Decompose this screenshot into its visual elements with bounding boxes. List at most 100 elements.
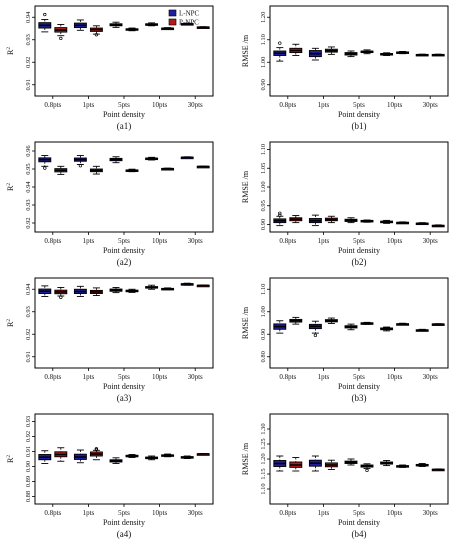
box-p-npc-0.8pts (289, 316, 303, 325)
y-axis-label-sup: 2 (6, 455, 12, 458)
y-tick-label: 0.92 (25, 57, 32, 68)
y-axis-label-main: RMSE /m (241, 442, 250, 475)
x-axis-label: Point density (103, 382, 145, 391)
box-l-npc-1pts (73, 155, 87, 168)
y-tick-label: 0.91 (25, 79, 32, 90)
x-tick-label: 30pts (423, 373, 438, 381)
box-l-npc-5pts (344, 50, 358, 58)
outlier-point (278, 213, 282, 217)
box-p-npc-30pts (431, 224, 445, 228)
box-p-npc-5pts (125, 288, 139, 293)
panel-caption: (b2) (352, 257, 367, 267)
y-tick-label: 0.91 (25, 446, 32, 457)
box-p-npc-1pts (324, 317, 338, 324)
y-tick-label: 0.95 (25, 163, 32, 174)
box-l-npc-0.8pts (273, 41, 287, 62)
box-l-npc-30pts (180, 282, 194, 286)
x-tick-label: 30pts (188, 237, 203, 245)
box-l-npc-30pts (415, 328, 429, 332)
x-tick-label: 10pts (387, 373, 402, 381)
y-tick-label: 0.93 (25, 306, 32, 317)
box-l-npc-5pts (344, 458, 358, 466)
box-p-npc-5pts (360, 463, 374, 473)
box-p-npc-1pts (324, 459, 338, 470)
y-axis-label-main: R (6, 185, 15, 191)
y-axis-label-main: R (6, 457, 15, 463)
box-p-npc-1pts (89, 287, 103, 296)
box-p-npc-0.8pts (54, 165, 68, 175)
box-l-npc-1pts (308, 455, 322, 472)
x-tick-label: 5pts (353, 237, 365, 245)
panel-caption: (a2) (117, 257, 132, 267)
box-p-npc-10pts (161, 453, 175, 458)
x-tick-label: 5pts (118, 373, 130, 381)
panel-b2: 0.90 0.95 1.00 1.05 1.10 RMSE /m 0.8pts 1pts 5pt… (241, 141, 449, 267)
y-tick-label: 1.10 (260, 483, 267, 494)
panel-caption: (a1) (117, 121, 132, 131)
panel-caption: (b3) (352, 393, 367, 403)
box-p-npc-0.8pts (289, 215, 303, 224)
y-tick-label: 0.94 (25, 181, 32, 193)
box-l-npc-10pts (380, 219, 394, 224)
y-tick-label: 1.15 (260, 468, 267, 479)
x-tick-label: 1pts (318, 373, 330, 381)
y-axis-label: R2 (6, 455, 15, 463)
box-p-npc-30pts (431, 323, 445, 326)
x-tick-label: 30pts (188, 373, 203, 381)
y-axis-label: RMSE /m (241, 170, 250, 203)
box-l-npc-30pts (180, 156, 194, 160)
y-tick-label: 1.00 (260, 181, 267, 192)
box-l-npc-1pts (73, 285, 87, 297)
box-p-npc-1pts (89, 447, 103, 461)
x-tick-label: 5pts (118, 509, 130, 517)
panel-a3: 0.91 0.92 0.93 0.94 R2 0.8pts 1pts 5pts 10pts 30p… (6, 277, 214, 403)
x-tick-label: 1pts (83, 237, 95, 245)
y-tick-label: 0.90 (260, 79, 267, 90)
x-tick-label: 10pts (387, 101, 402, 109)
plot-frame (269, 277, 449, 369)
panel-a4: 0.88 0.89 0.90 0.91 0.92 0.93 R2 0.8pts 1pts 5pts… (6, 413, 214, 539)
y-tick-label: 1.05 (260, 163, 267, 174)
panel-a2: 0.92 0.93 0.94 0.95 0.96 R2 0.8pts 1pts 5pts 10pt… (6, 141, 214, 267)
y-axis-label-main: RMSE /m (241, 34, 250, 67)
y-tick-label: 0.92 (25, 431, 32, 442)
box-p-npc-0.8pts (54, 24, 68, 41)
panel-a1: 0.91 0.92 0.93 0.94 R2 0.8pts 1pts 5pts 10pts 30p… (6, 5, 214, 131)
outlier-point (278, 211, 282, 215)
y-tick-label: 0.93 (25, 199, 32, 210)
x-tick-label: 0.8pts (279, 509, 296, 517)
y-axis-label-main: R (6, 321, 15, 327)
box-p-npc-10pts (396, 221, 410, 225)
box-l-npc-5pts (109, 287, 123, 294)
box-p-npc-10pts (396, 464, 410, 468)
box-p-npc-30pts (196, 284, 210, 288)
y-tick-label: 1.10 (260, 284, 267, 295)
box-l-npc-10pts (145, 156, 159, 161)
x-axis-label: Point density (338, 246, 380, 255)
x-tick-label: 30pts (188, 509, 203, 517)
x-tick-label: 0.8pts (279, 237, 296, 245)
panel-caption: (a4) (117, 529, 132, 539)
box-l-npc-30pts (415, 463, 429, 467)
box-l-npc-10pts (145, 22, 159, 27)
y-tick-label: 1.00 (260, 57, 267, 68)
x-tick-label: 0.8pts (44, 237, 61, 245)
box-l-npc-10pts (145, 455, 159, 461)
x-tick-label: 1pts (318, 509, 330, 517)
box-p-npc-0.8pts (54, 287, 68, 300)
box-p-npc-30pts (196, 26, 210, 29)
box-p-npc-1pts (89, 165, 103, 175)
box-l-npc-1pts (308, 214, 322, 227)
x-tick-label: 0.8pts (279, 373, 296, 381)
x-tick-label: 0.8pts (44, 101, 61, 109)
box-l-npc-30pts (180, 22, 194, 26)
box-p-npc-1pts (324, 46, 338, 55)
x-tick-label: 0.8pts (279, 101, 296, 109)
x-tick-label: 30pts (423, 237, 438, 245)
x-tick-label: 1pts (83, 101, 95, 109)
box-p-npc-5pts (360, 321, 374, 325)
legend-swatch (168, 18, 177, 26)
x-tick-label: 10pts (387, 237, 402, 245)
x-axis-label: Point density (338, 518, 380, 527)
